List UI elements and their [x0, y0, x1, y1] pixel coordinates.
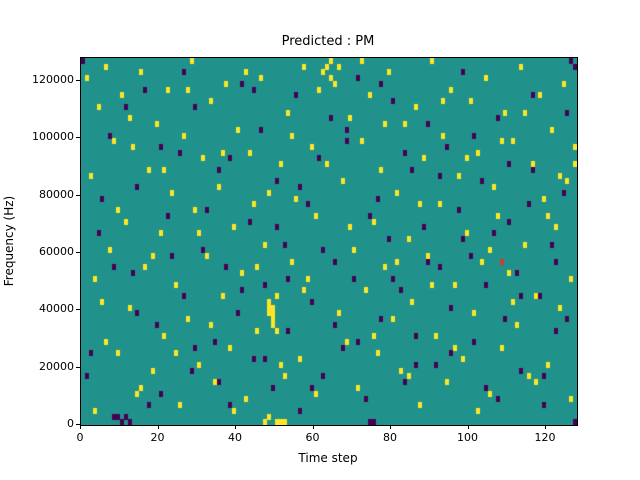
y-axis-label: Frequency (Hz) — [2, 195, 16, 287]
x-tick-mark — [312, 425, 314, 429]
x-axis-label: Time step — [298, 451, 358, 465]
x-tick-label: 100 — [457, 431, 478, 444]
x-tick-label: 60 — [305, 431, 320, 444]
x-tick-label: 0 — [76, 431, 84, 444]
y-tick-mark — [76, 366, 80, 368]
y-tick-label: 60000 — [39, 244, 74, 258]
x-tick-label: 40 — [228, 431, 242, 444]
y-tick-mark — [76, 79, 80, 81]
x-tick-label: 120 — [534, 431, 556, 444]
y-tick-mark — [76, 424, 80, 425]
x-tick-mark — [157, 425, 159, 429]
x-tick-mark — [80, 425, 81, 429]
y-tick-label: 40000 — [39, 302, 74, 316]
plot-title: Predicted : PM — [281, 34, 375, 49]
y-tick-label: 100000 — [32, 130, 74, 144]
x-tick-mark — [235, 425, 236, 429]
y-tick-mark — [76, 251, 80, 253]
x-tick-mark — [545, 425, 546, 429]
y-tick-label: 80000 — [39, 187, 74, 201]
x-tick-mark — [390, 425, 391, 429]
x-tick-label: 80 — [383, 431, 397, 444]
heatmap-canvas — [81, 58, 577, 425]
x-tick-mark — [467, 425, 469, 429]
y-tick-mark — [76, 309, 80, 311]
x-tick-label: 20 — [150, 431, 165, 444]
y-tick-mark — [76, 194, 80, 196]
y-tick-label: 120000 — [32, 72, 74, 86]
y-tick-label: 20000 — [39, 359, 74, 373]
heatmap-plot-area — [80, 57, 578, 426]
y-tick-mark — [76, 137, 80, 139]
y-tick-label: 0 — [67, 417, 74, 430]
